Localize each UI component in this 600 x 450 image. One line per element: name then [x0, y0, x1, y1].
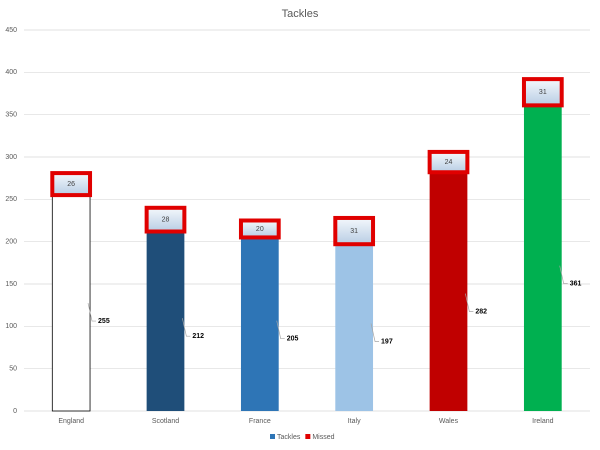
- y-tick-label: 450: [5, 27, 17, 34]
- legend-swatch: [305, 434, 311, 439]
- leader-line: [276, 320, 285, 340]
- missed-box: [144, 205, 187, 234]
- leader-line: [87, 302, 97, 322]
- y-tick-label: 200: [5, 239, 17, 246]
- x-tick-label: Wales: [439, 418, 459, 425]
- missed-box: [50, 171, 93, 198]
- bar: [146, 231, 185, 411]
- y-tick-label: 250: [5, 196, 17, 203]
- value-label: 255: [98, 318, 110, 325]
- x-tick-label: England: [58, 418, 84, 425]
- y-tick-label: 300: [5, 154, 17, 161]
- leader-line: [465, 293, 474, 312]
- leader-line: [370, 323, 380, 342]
- y-tick-label: 400: [5, 69, 17, 76]
- value-label: 212: [192, 333, 204, 340]
- chart-title: Tackles: [282, 8, 319, 20]
- value-label: 205: [287, 336, 299, 343]
- missed-label: 31: [350, 228, 358, 235]
- value-label: 197: [381, 338, 393, 345]
- x-tick-label: Italy: [348, 418, 361, 425]
- missed-label: 31: [539, 89, 547, 96]
- bar: [51, 194, 91, 412]
- missed-label: 20: [256, 226, 264, 233]
- y-tick-label: 150: [5, 281, 17, 288]
- leader-line: [182, 318, 191, 337]
- legend-swatch: [270, 434, 275, 439]
- legend-label: Missed: [312, 434, 334, 441]
- x-tick-label: Ireland: [532, 418, 554, 425]
- y-tick-label: 100: [5, 323, 17, 330]
- x-tick-label: Scotland: [152, 418, 179, 425]
- value-label: 282: [475, 308, 487, 315]
- y-tick-label: 0: [13, 408, 17, 415]
- legend-label: Tackles: [277, 434, 301, 441]
- x-tick-label: France: [249, 418, 271, 425]
- missed-box: [427, 149, 470, 175]
- y-tick-label: 350: [5, 112, 17, 119]
- leader-line: [559, 265, 568, 284]
- value-label: 361: [570, 280, 582, 287]
- missed-label: 24: [445, 159, 453, 166]
- missed-box: [238, 218, 281, 240]
- bar: [240, 237, 279, 411]
- bar: [523, 105, 562, 411]
- missed-label: 26: [67, 181, 75, 188]
- missed-box: [333, 215, 376, 247]
- bar: [429, 172, 468, 411]
- bar: [335, 244, 374, 411]
- y-tick-label: 50: [9, 366, 17, 373]
- missed-label: 28: [162, 216, 170, 223]
- missed-box: [521, 77, 564, 108]
